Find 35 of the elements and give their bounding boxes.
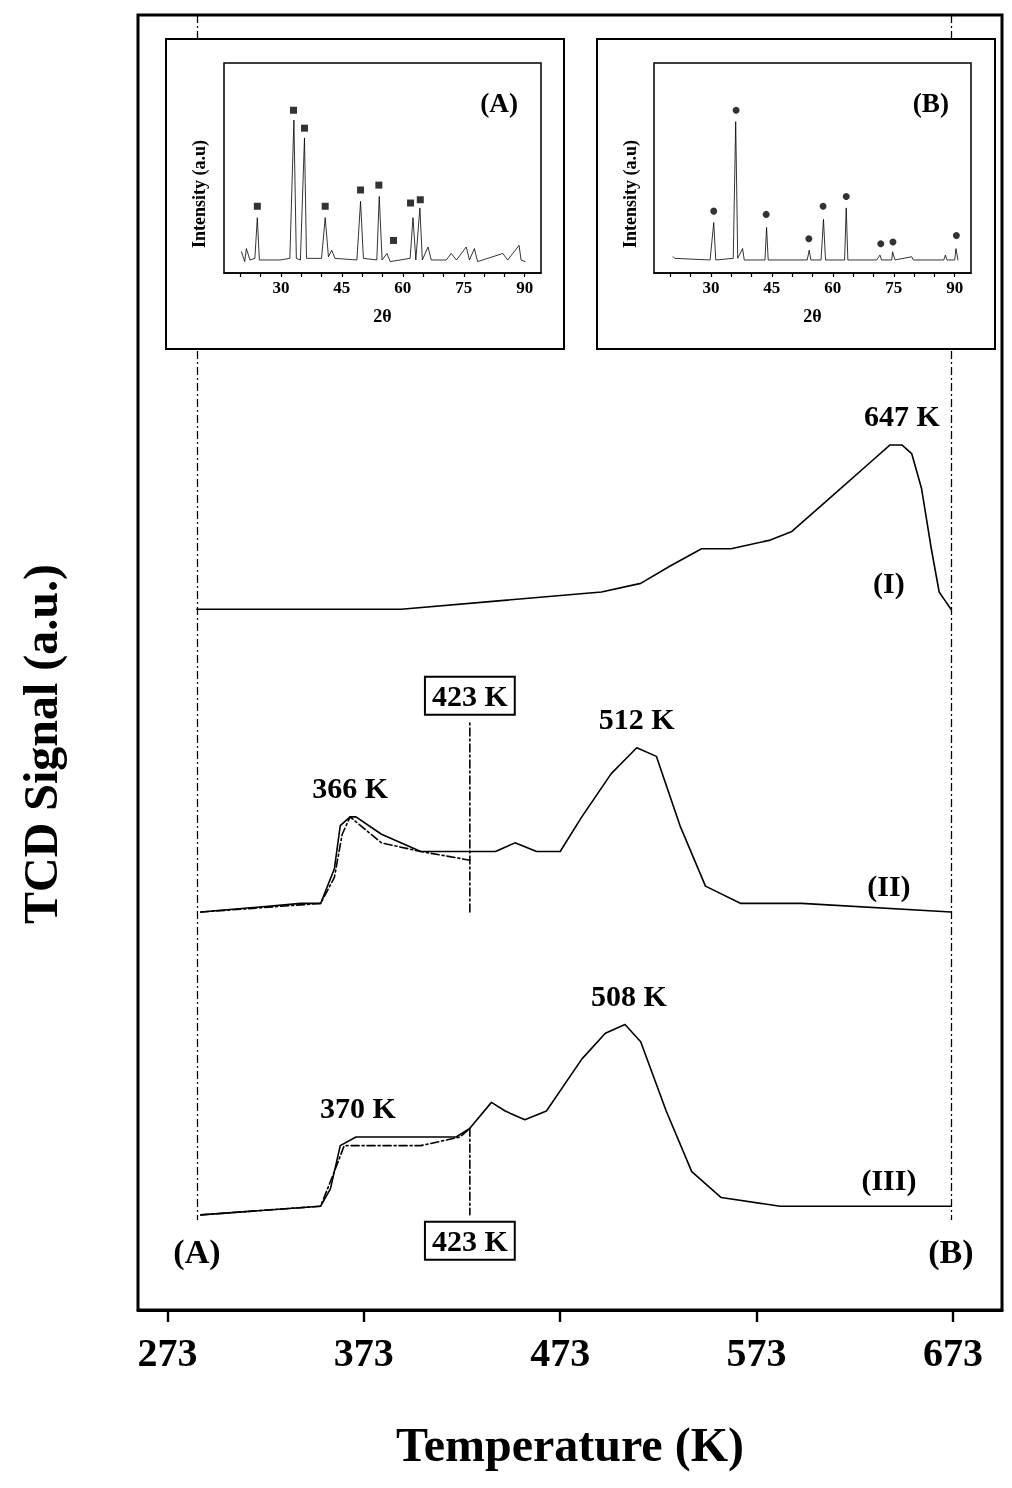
x-tick-label: 273 [137, 1329, 198, 1375]
x-tick-label: 473 [530, 1329, 591, 1375]
x-tick-label: 90 [946, 278, 964, 297]
x-tick-label: 30 [702, 278, 720, 297]
x-axis-title: 2θ [803, 306, 822, 326]
x-axis-title: Temperature (K) [396, 1417, 744, 1472]
x-tick-label: 45 [333, 278, 351, 297]
ref-line-label: (A) [173, 1232, 221, 1271]
x-tick-label: 573 [726, 1329, 787, 1375]
annotation: 366 K [312, 771, 389, 805]
annotation: 370 K [320, 1091, 397, 1125]
y-axis-title: Intensity (a.u) [189, 139, 210, 249]
series-label: (III) [861, 1162, 917, 1197]
series-label: (I) [873, 565, 905, 600]
x-tick-label: 60 [394, 278, 412, 297]
y-axis-title: TCD Signal (a.u.) [13, 563, 68, 925]
x-axis-title: 2θ [373, 306, 392, 326]
chart-title: (B) [912, 87, 950, 118]
x-tick-label: 75 [455, 278, 473, 297]
x-tick-label: 75 [885, 278, 903, 297]
series-label: 423 K [431, 679, 509, 713]
series-label: 423 K [431, 1224, 509, 1258]
annotation: 647 K [863, 399, 941, 433]
x-tick-label: 30 [272, 278, 290, 297]
ref-line-label: (B) [928, 1232, 974, 1271]
x-tick-label: 90 [516, 278, 534, 297]
annotation: 508 K [590, 979, 668, 1013]
chart-title: (A) [480, 87, 519, 118]
x-tick-label: 60 [824, 278, 842, 297]
x-tick-label: 45 [763, 278, 781, 297]
x-tick-label: 673 [922, 1329, 983, 1375]
x-tick-label: 373 [333, 1329, 394, 1375]
series-label: (II) [867, 868, 911, 903]
annotation: 512 K [598, 702, 676, 736]
y-axis-title: Intensity (a.u) [620, 139, 641, 249]
